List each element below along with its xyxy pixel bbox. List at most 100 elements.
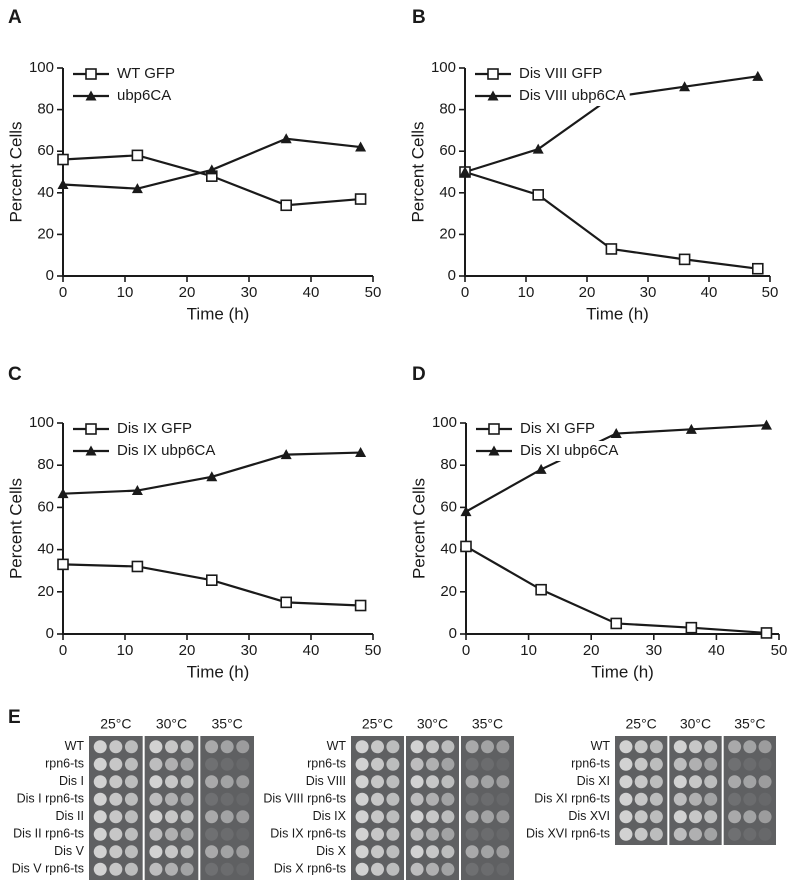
- colony-spot: [465, 810, 479, 824]
- y-tick-label: 60: [440, 498, 457, 515]
- colony-spot: [165, 792, 178, 806]
- colony-spot: [465, 862, 479, 876]
- colony-spot: [93, 740, 107, 754]
- colony-spot: [426, 775, 439, 789]
- colony-spot: [124, 827, 138, 841]
- colony-spot: [149, 740, 163, 754]
- colony-spot: [220, 757, 234, 771]
- colony-spot: [481, 862, 494, 876]
- colony-spot: [124, 775, 138, 789]
- legend-marker: [85, 68, 97, 80]
- colony-spot: [728, 757, 742, 771]
- strain-label: Dis IX: [313, 809, 347, 823]
- y-tick-label: 100: [431, 59, 456, 76]
- colony-spot: [634, 827, 648, 841]
- colony-spot: [689, 740, 702, 754]
- colony-spot: [93, 810, 107, 824]
- y-tick-label: 60: [37, 498, 54, 515]
- colony-spot: [410, 827, 424, 841]
- colony-spot: [236, 810, 250, 824]
- colony-spot: [93, 757, 107, 771]
- legend-bg: [71, 419, 197, 439]
- colony-spot: [386, 827, 400, 841]
- strain-label: Dis XI rpn6-ts: [534, 792, 610, 806]
- x-tick-label: 40: [701, 284, 718, 301]
- colony-spot: [236, 792, 250, 806]
- colony-spot: [496, 792, 510, 806]
- colony-spot: [743, 810, 757, 824]
- colony-spot: [743, 827, 757, 841]
- colony-spot: [426, 740, 439, 754]
- colony-spot: [410, 845, 424, 859]
- temperature: 35°C: [472, 716, 503, 732]
- colony-spot: [355, 740, 369, 754]
- colony-spot: [236, 757, 250, 771]
- plate: [723, 736, 776, 845]
- colony-spot: [496, 810, 510, 824]
- colony-spot: [109, 792, 123, 806]
- plate: [615, 736, 668, 845]
- y-axis-label: Percent Cells: [408, 121, 427, 222]
- strain-label: Dis I rpn6-ts: [17, 792, 84, 806]
- x-tick-label: 10: [117, 284, 134, 301]
- x-tick-label: 10: [117, 642, 134, 659]
- marker: [459, 166, 471, 177]
- colony-spot: [410, 740, 424, 754]
- strain-label: Dis X rpn6-ts: [274, 862, 346, 876]
- colony-spot: [220, 775, 234, 789]
- colony-spot: [758, 775, 772, 789]
- colony-spot: [673, 792, 687, 806]
- y-tick-label: 20: [440, 583, 457, 600]
- colony-spot: [728, 827, 742, 841]
- strain-label: rpn6-ts: [571, 757, 610, 771]
- colony-spot: [410, 757, 424, 771]
- y-axis-label: Percent Cells: [409, 478, 428, 579]
- colony-spot: [465, 757, 479, 771]
- colony-spot: [704, 792, 718, 806]
- colony-spot: [481, 792, 494, 806]
- x-tick-label: 30: [645, 642, 662, 659]
- colony-spot: [355, 827, 369, 841]
- x-tick-label: 40: [303, 642, 320, 659]
- colony-spot: [236, 740, 250, 754]
- marker: [685, 621, 698, 634]
- colony-spot: [481, 740, 494, 754]
- colony-spot: [180, 827, 194, 841]
- colony-spot: [496, 862, 510, 876]
- colony-spot: [481, 810, 494, 824]
- colony-spot: [93, 845, 107, 859]
- y-tick-label: 80: [37, 456, 54, 473]
- colony-spot: [165, 810, 178, 824]
- marker: [610, 617, 623, 630]
- x-axis-label: Time (h): [187, 304, 250, 323]
- panel-label: D: [412, 364, 426, 385]
- colony-spot: [165, 845, 178, 859]
- colony-spot: [634, 757, 648, 771]
- colony-spot: [109, 827, 123, 841]
- x-tick-label: 20: [583, 642, 600, 659]
- colony-spot: [465, 740, 479, 754]
- marker: [685, 423, 697, 434]
- colony-spot: [165, 740, 178, 754]
- strain-label: Dis V rpn6-ts: [12, 862, 84, 876]
- colony-spot: [743, 757, 757, 771]
- legend-marker: [488, 423, 500, 435]
- colony-spot: [180, 740, 194, 754]
- colony-spot: [410, 810, 424, 824]
- strain-label: Dis X: [316, 844, 347, 858]
- y-tick-label: 60: [439, 142, 456, 159]
- plate: [351, 736, 404, 880]
- x-tick-label: 50: [365, 642, 382, 659]
- colony-spot: [180, 862, 194, 876]
- colony-spot: [371, 862, 384, 876]
- strain-label: Dis IX rpn6-ts: [270, 827, 346, 841]
- legend-bg: [474, 441, 623, 461]
- colony-spot: [220, 862, 234, 876]
- colony-spot: [673, 810, 687, 824]
- colony-spot: [481, 775, 494, 789]
- legend-marker: [487, 68, 499, 80]
- colony-spot: [355, 810, 369, 824]
- strain-label: WT: [65, 739, 85, 753]
- strain-label: Dis XVI rpn6-ts: [526, 827, 610, 841]
- strain-label: Dis XI: [577, 774, 610, 788]
